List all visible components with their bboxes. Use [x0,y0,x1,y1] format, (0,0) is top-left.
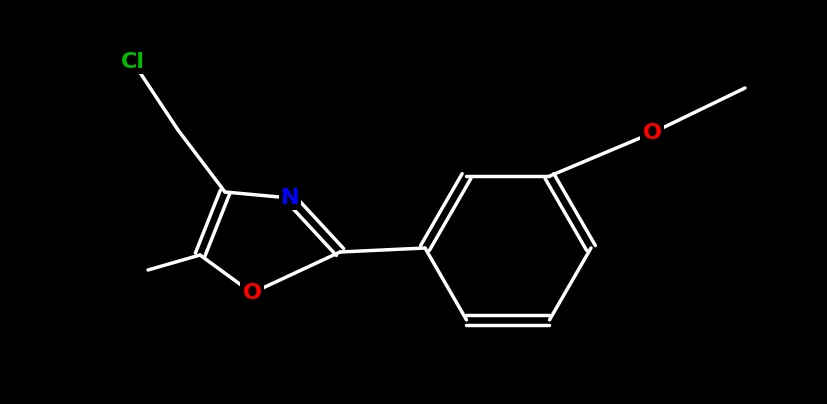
Text: O: O [642,123,661,143]
Text: Cl: Cl [121,52,145,72]
Text: N: N [280,188,299,208]
Text: O: O [242,283,261,303]
